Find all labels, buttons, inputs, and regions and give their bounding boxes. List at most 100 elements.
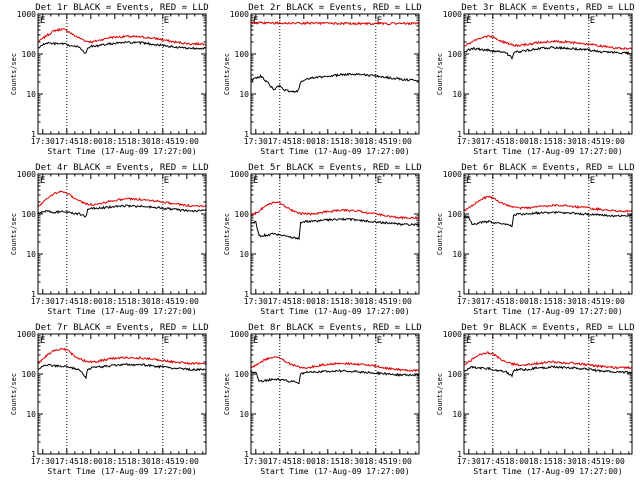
chart-panel: Det 1r BLACK = Events, RED = LLD E E 1 10 100… (10, 3, 209, 156)
plot-frame (37, 333, 207, 455)
y-tick-label: 1 (457, 450, 462, 459)
x-tick-label: 18:00 (505, 457, 529, 466)
y-tick-label: 100 (448, 210, 463, 219)
chart-panel: Det 2r BLACK = Events, RED = LLD E E 1 10 100… (223, 3, 422, 156)
lld-series-line (37, 347, 207, 366)
x-axis-label: Start Time (17-Aug-09 17:27:00) (260, 467, 409, 476)
events-series-line (250, 217, 420, 241)
y-axis-label: Counts/sec (10, 53, 18, 95)
x-tick-label: 18:00 (505, 137, 529, 146)
x-tick-label: 18:45 (577, 137, 601, 146)
y-tick-label: 1000 (230, 330, 249, 339)
x-tick-label: 18:45 (364, 137, 388, 146)
corner-mark: E (590, 16, 595, 26)
x-axis-label: Start Time (17-Aug-09 17:27:00) (47, 467, 196, 476)
y-tick-label: 1000 (443, 330, 462, 339)
x-tick-label: 19:00 (175, 457, 199, 466)
y-axis-label: Counts/sec (436, 213, 444, 255)
corner-mark: E (164, 176, 169, 186)
chart-panel: Det 6r BLACK = Events, RED = LLD E E 1 10 100… (436, 163, 635, 316)
x-tick-label: 18:15 (103, 457, 127, 466)
corner-mark: E (377, 16, 382, 26)
x-axis-label: Start Time (17-Aug-09 17:27:00) (473, 147, 622, 156)
chart-title: Det 4r BLACK = Events, RED = LLD (35, 163, 208, 173)
corner-mark: E (377, 336, 382, 346)
x-tick-label: 18:00 (505, 297, 529, 306)
x-tick-label: 18:30 (553, 457, 577, 466)
x-tick-label: 19:00 (601, 137, 625, 146)
corner-mark: E (253, 336, 258, 346)
chart-title: Det 2r BLACK = Events, RED = LLD (248, 3, 421, 13)
chart-title: Det 6r BLACK = Events, RED = LLD (461, 163, 634, 173)
x-tick-label: 17:30 (457, 137, 481, 146)
y-axis-label: Counts/sec (10, 213, 18, 255)
x-axis-label: Start Time (17-Aug-09 17:27:00) (260, 147, 409, 156)
x-axis-label: Start Time (17-Aug-09 17:27:00) (47, 147, 196, 156)
events-series-line (463, 365, 633, 378)
corner-mark: E (164, 336, 169, 346)
y-tick-label: 10 (239, 250, 249, 259)
lld-series-line (463, 34, 633, 51)
y-axis-label: Counts/sec (223, 373, 231, 415)
y-tick-label: 10 (26, 250, 36, 259)
x-tick-label: 18:30 (340, 137, 364, 146)
corner-mark: E (590, 336, 595, 346)
plot-frame (37, 13, 207, 135)
x-tick-label: 18:45 (364, 457, 388, 466)
chart-title: Det 9r BLACK = Events, RED = LLD (461, 323, 634, 333)
x-tick-label: 18:45 (364, 297, 388, 306)
x-tick-label: 17:45 (481, 297, 505, 306)
y-tick-label: 1 (244, 130, 249, 139)
x-tick-label: 19:00 (388, 457, 412, 466)
plot-frame (463, 333, 633, 455)
events-series-line (37, 204, 207, 218)
corner-mark: E (164, 16, 169, 26)
lld-series-line (250, 201, 420, 220)
events-series-line (37, 40, 207, 54)
x-tick-label: 18:45 (577, 297, 601, 306)
x-tick-label: 18:30 (127, 457, 151, 466)
y-tick-label: 1 (31, 450, 36, 459)
x-tick-label: 19:00 (601, 457, 625, 466)
events-series-line (250, 369, 420, 385)
lld-series-line (463, 351, 633, 370)
lld-series-line (37, 190, 207, 208)
x-tick-label: 17:45 (481, 137, 505, 146)
x-tick-label: 18:15 (529, 297, 553, 306)
y-tick-label: 10 (452, 90, 462, 99)
lld-series-line (463, 195, 633, 213)
y-tick-label: 10 (26, 410, 36, 419)
x-tick-label: 18:15 (103, 297, 127, 306)
x-tick-label: 19:00 (175, 297, 199, 306)
x-axis-label: Start Time (17-Aug-09 17:27:00) (47, 307, 196, 316)
chart-title: Det 5r BLACK = Events, RED = LLD (248, 163, 421, 173)
x-tick-label: 19:00 (388, 297, 412, 306)
x-tick-label: 18:30 (340, 457, 364, 466)
x-tick-label: 18:15 (529, 137, 553, 146)
corner-mark: E (377, 176, 382, 186)
y-tick-label: 10 (452, 410, 462, 419)
x-tick-label: 18:15 (316, 137, 340, 146)
x-tick-label: 18:00 (79, 297, 103, 306)
plot-frame (463, 173, 633, 295)
corner-mark: E (590, 176, 595, 186)
events-series-line (37, 362, 207, 380)
x-tick-label: 18:30 (340, 297, 364, 306)
chart-title: Det 3r BLACK = Events, RED = LLD (461, 3, 634, 13)
x-tick-label: 17:45 (481, 457, 505, 466)
y-tick-label: 1000 (17, 330, 36, 339)
lld-series-line (250, 356, 420, 373)
x-tick-label: 17:45 (55, 457, 79, 466)
y-tick-label: 10 (452, 250, 462, 259)
x-tick-label: 18:00 (292, 457, 316, 466)
corner-mark: E (253, 16, 258, 26)
x-tick-label: 17:45 (268, 297, 292, 306)
y-tick-label: 1 (457, 130, 462, 139)
y-tick-label: 1000 (443, 170, 462, 179)
plot-frame (463, 13, 633, 135)
x-tick-label: 17:45 (268, 137, 292, 146)
lld-series-line (250, 20, 420, 26)
x-tick-label: 17:30 (244, 137, 268, 146)
x-tick-label: 17:30 (244, 297, 268, 306)
